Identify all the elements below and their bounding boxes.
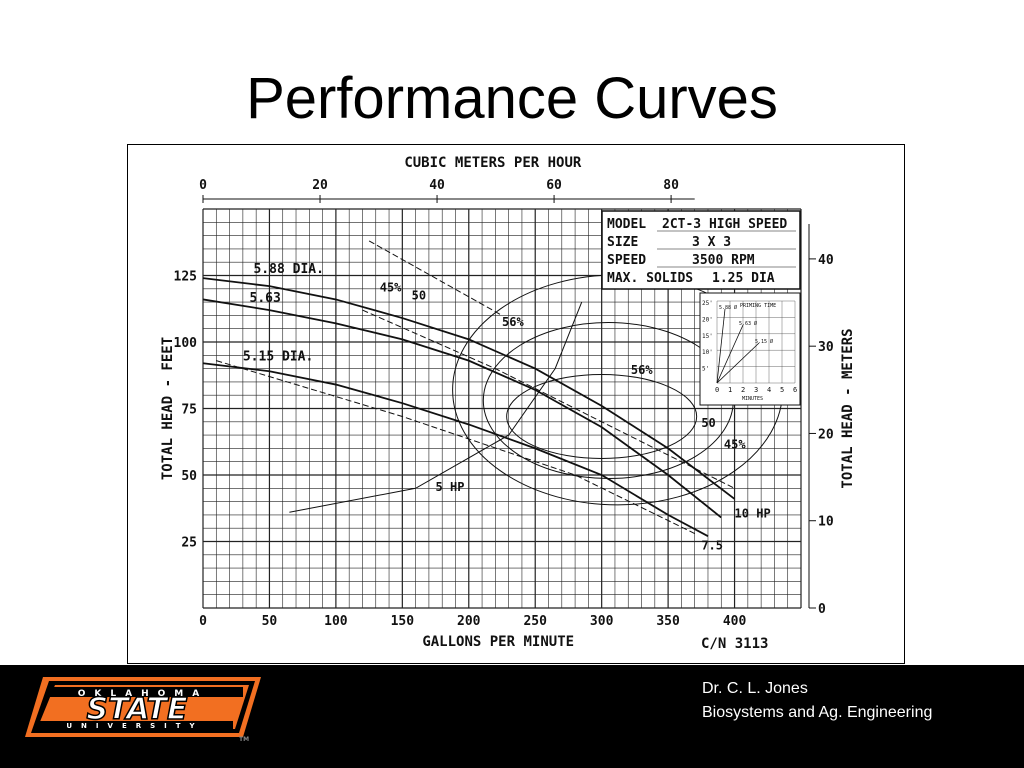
spec-label: SPEED <box>607 253 646 268</box>
priming-series-label: 5.63 Ø <box>739 320 757 327</box>
y-tick-label: 50 <box>181 469 197 484</box>
series-label: 5.88 DIA. <box>253 262 323 277</box>
logo-top-text: OKLAHOMA <box>78 689 208 699</box>
x-top-tick-label: 80 <box>663 178 679 193</box>
power-label: 7.5 <box>701 538 723 552</box>
priming-x-tick: 4 <box>767 386 771 394</box>
power-curve-7_5hp <box>216 360 695 534</box>
logo-tm-text: TM <box>239 736 249 743</box>
efficiency-label: 45% <box>380 280 402 294</box>
logo-main-text: STATE <box>86 692 188 727</box>
efficiency-contour-50 <box>482 322 734 480</box>
y-right-tick-label: 30 <box>818 340 834 355</box>
slide-title: Performance Curves <box>246 66 778 131</box>
power-curve-5hp <box>289 301 583 513</box>
priming-x-tick: 3 <box>754 386 758 394</box>
series-label: 5.15 DIA. <box>243 350 313 365</box>
head-curve-0 <box>202 277 736 500</box>
y-right-tick-label: 10 <box>818 515 834 530</box>
efficiency-label: 50 <box>701 416 715 430</box>
efficiency-label: 50 <box>412 288 426 302</box>
x-tick-label: 300 <box>590 614 614 629</box>
y-tick-label: 75 <box>181 403 197 418</box>
performance-chart: 0 50 100 150 200 250 300 350 400 GALLONS PER MINU… <box>127 144 905 664</box>
priming-y-tick: 10' <box>702 349 713 356</box>
head-curve-2 <box>202 362 709 537</box>
credits: Dr. C. L. Jones Biosystems and Ag. Engin… <box>702 677 932 725</box>
power-curve-15hp-fragment <box>368 240 503 316</box>
x-tick-label: 50 <box>262 614 278 629</box>
power-curve-10hp <box>362 309 735 489</box>
priming-line <box>716 324 744 384</box>
spec-label: SIZE <box>607 235 638 250</box>
priming-x-tick: 5 <box>780 386 784 394</box>
priming-x-label: MINUTES <box>742 396 763 402</box>
catalog-number: C/N 3113 <box>701 636 768 652</box>
spec-box <box>601 210 801 290</box>
priming-x-tick: 0 <box>715 386 719 394</box>
x-tick-label: 200 <box>457 614 481 629</box>
x-tick-label: 150 <box>391 614 415 629</box>
spec-value: 3500 RPM <box>692 253 755 268</box>
priming-y-tick: 25' <box>702 300 713 307</box>
x-top-tick-label: 0 <box>199 178 207 193</box>
priming-x-tick: 6 <box>793 386 797 394</box>
priming-series-label: 5.15 Ø <box>755 338 773 345</box>
head-curve-1 <box>202 298 722 519</box>
efficiency-label: 56% <box>631 363 653 377</box>
spec-value: 1.25 DIA <box>712 271 775 286</box>
spec-label: MODEL <box>607 217 646 232</box>
footer-bar: OKLAHOMA STATE UNIVERSITY TM Dr. C. L. J… <box>0 665 1024 768</box>
efficiency-contour-56 <box>506 373 698 459</box>
y-tick-label: 125 <box>174 270 197 285</box>
priming-x-tick: 2 <box>741 386 745 394</box>
y-right-tick-label: 0 <box>818 602 826 617</box>
oklahoma-state-logo: OKLAHOMA STATE UNIVERSITY TM <box>25 677 261 743</box>
priming-series-label: 5.88 Ø <box>719 304 737 311</box>
priming-inset <box>699 292 801 406</box>
x-axis-label: GALLONS PER MINUTE <box>422 634 574 650</box>
y-axis-label: TOTAL HEAD - FEET <box>160 337 176 480</box>
y-tick-label: 25 <box>181 536 197 551</box>
x-tick-label: 100 <box>324 614 348 629</box>
priming-y-tick: 20' <box>702 316 713 323</box>
y-right-tick-label: 20 <box>818 427 834 442</box>
logo-bottom-text: UNIVERSITY <box>66 722 203 730</box>
priming-line <box>716 342 760 384</box>
x-tick-label: 400 <box>723 614 747 629</box>
x-top-tick-label: 40 <box>429 178 445 193</box>
x-tick-label: 350 <box>656 614 680 629</box>
department-name: Biosystems and Ag. Engineering <box>702 704 933 721</box>
x-tick-label: 250 <box>523 614 547 629</box>
x-top-tick-label: 60 <box>546 178 562 193</box>
y-right-axis-label: TOTAL HEAD - METERS <box>840 328 856 488</box>
power-label: 5 HP <box>436 480 465 494</box>
series-label: 5.63 <box>250 291 281 306</box>
x-top-axis-label: CUBIC METERS PER HOUR <box>404 155 582 171</box>
priming-line <box>716 308 726 384</box>
priming-y-tick: 5' <box>702 366 709 373</box>
spec-value: 2CT-3 HIGH SPEED <box>662 217 787 232</box>
efficiency-label: 45% <box>724 437 746 451</box>
power-label: 10 HP <box>735 507 771 521</box>
spec-label: MAX. SOLIDS <box>607 271 693 286</box>
author-name: Dr. C. L. Jones <box>702 680 808 697</box>
priming-title: PRIMING TIME <box>740 303 776 309</box>
y-right-tick-label: 40 <box>818 253 834 268</box>
efficiency-label: 56% <box>502 315 524 329</box>
y-tick-label: 100 <box>174 336 198 351</box>
x-top-tick-label: 20 <box>312 178 328 193</box>
x-tick-label: 0 <box>199 614 207 629</box>
priming-x-tick: 1 <box>728 386 732 394</box>
priming-y-tick: 15' <box>702 333 713 340</box>
spec-value: 3 X 3 <box>692 235 731 250</box>
